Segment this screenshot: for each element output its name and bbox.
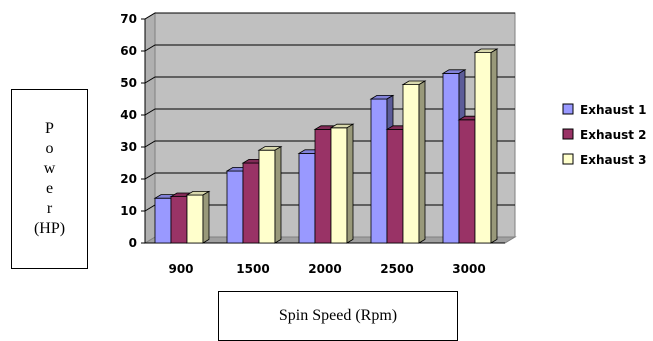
x-tick-labels: 900 1500 2000 2500 3000: [168, 262, 485, 276]
y-tick-label: 60: [120, 44, 137, 58]
legend-swatch: [562, 153, 574, 165]
bars: [153, 48, 499, 244]
legend-entry: Exhaust 3: [562, 153, 647, 167]
y-tick-labels: 0 10 20 30 40 50 60 70: [120, 12, 137, 250]
y-axis-label-line: e: [45, 180, 54, 197]
y-tick-label: 30: [120, 140, 137, 154]
bar: [401, 80, 427, 244]
bar: [185, 190, 211, 244]
y-tick-label: 70: [120, 12, 137, 26]
legend-entry: Exhaust 1: [562, 103, 647, 117]
y-tick-label: 0: [129, 236, 137, 250]
gridline: [144, 76, 515, 84]
legend-label: Exhaust 3: [580, 153, 647, 167]
x-tick-label: 1500: [236, 262, 269, 276]
x-tick-label: 2000: [308, 262, 341, 276]
y-tick-label: 50: [120, 76, 137, 90]
x-tick-label: 900: [168, 262, 193, 276]
y-tick-label: 40: [120, 108, 137, 122]
gridline: [144, 12, 515, 20]
y-axis-label-line: o: [45, 140, 54, 157]
gridline: [144, 44, 515, 52]
y-tick-label: 10: [120, 204, 137, 218]
x-tick-label: 3000: [452, 262, 485, 276]
x-axis-label: Spin Speed (Rpm): [218, 291, 458, 341]
y-axis-label-line: w: [43, 160, 56, 177]
bar: [257, 145, 283, 244]
legend-entry: Exhaust 2: [562, 128, 647, 142]
legend-swatch: [562, 128, 574, 140]
legend-swatch: [562, 103, 574, 115]
x-tick-label: 2500: [380, 262, 413, 276]
bar: [473, 48, 499, 244]
legend: Exhaust 1 Exhaust 2 Exhaust 3: [562, 103, 647, 167]
bar: [329, 123, 355, 244]
y-axis-label-line: P: [45, 120, 54, 137]
y-axis-label-line: r: [46, 200, 53, 217]
y-axis-label: P o w e r (HP): [11, 89, 88, 269]
legend-label: Exhaust 2: [580, 128, 647, 142]
x-axis-label-text: Spin Speed (Rpm): [278, 307, 398, 324]
gridline: [144, 108, 515, 116]
legend-label: Exhaust 1: [580, 103, 647, 117]
y-tick-label: 20: [120, 172, 137, 186]
y-axis-label-line: (HP): [33, 220, 66, 237]
